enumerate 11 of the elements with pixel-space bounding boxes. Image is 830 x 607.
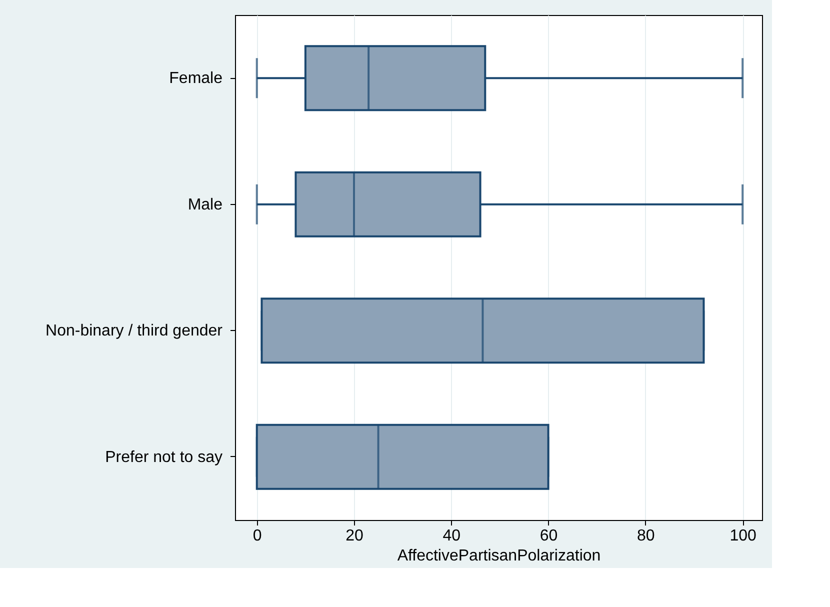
x-tick-label: 40 bbox=[442, 528, 461, 544]
x-tick-label: 20 bbox=[346, 528, 364, 544]
x-tick-label: 80 bbox=[637, 528, 655, 544]
y-tick-label: Non-binary / third gender bbox=[46, 322, 224, 340]
y-tick-label: Prefer not to say bbox=[105, 448, 222, 466]
x-tick-label: 100 bbox=[730, 528, 757, 544]
x-tick-label: 0 bbox=[252, 528, 262, 544]
y-tick-label: Female bbox=[169, 70, 223, 88]
x-tick-label: 60 bbox=[540, 528, 558, 544]
x-axis-title: AffectivePartisanPolarization bbox=[397, 548, 601, 564]
y-tick-label: Male bbox=[188, 196, 223, 214]
